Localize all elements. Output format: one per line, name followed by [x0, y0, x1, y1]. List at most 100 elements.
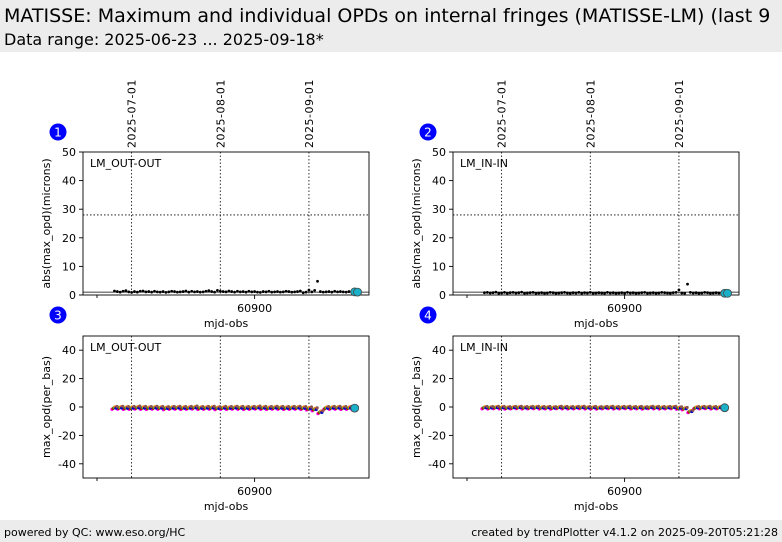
data-point — [341, 290, 345, 294]
x-axis-label: mjd-obs — [204, 500, 249, 513]
data-point — [227, 289, 231, 293]
data-point — [132, 404, 136, 409]
data-point — [640, 291, 644, 295]
data-point — [706, 291, 709, 295]
date-marker-label: 2025-07-01 — [126, 79, 139, 148]
latest-data-point — [353, 287, 362, 297]
plot-series-label: LM_IN-IN — [460, 341, 508, 354]
data-point — [639, 404, 644, 409]
data-point — [318, 290, 322, 293]
data-point — [599, 405, 603, 409]
panel-badge-number: 3 — [54, 309, 62, 323]
y-axis-label: abs(max_opd)(microns) — [40, 158, 53, 288]
y-tick-label: 10 — [432, 260, 446, 273]
data-point — [153, 289, 156, 293]
data-point — [603, 291, 606, 295]
data-point — [344, 290, 348, 294]
data-point — [508, 291, 512, 295]
data-point — [313, 289, 317, 292]
data-point — [631, 291, 635, 295]
data-point — [666, 291, 669, 295]
y-tick-label: 40 — [62, 175, 76, 188]
data-point — [201, 404, 205, 409]
data-point — [691, 408, 695, 412]
data-point — [588, 404, 592, 409]
data-point — [184, 404, 188, 409]
data-point — [580, 291, 584, 295]
x-axis-label: mjd-obs — [574, 317, 619, 330]
data-point — [121, 404, 125, 408]
y-tick-label: -20 — [428, 429, 446, 442]
data-point — [292, 404, 296, 409]
data-point — [485, 291, 489, 294]
data-point — [324, 290, 328, 294]
data-point — [330, 290, 334, 294]
latest-data-point — [350, 403, 360, 413]
y-tick-label: 20 — [432, 232, 446, 245]
footer-credit: powered by QC: www.eso.org/HC — [4, 526, 186, 539]
data-point — [514, 291, 518, 295]
plot-frame — [82, 151, 370, 296]
data-point — [663, 291, 667, 295]
data-point — [688, 291, 692, 294]
data-point — [525, 404, 529, 409]
data-point — [517, 291, 521, 295]
data-point — [634, 404, 638, 409]
data-point — [674, 404, 678, 408]
y-tick-label: 30 — [432, 203, 446, 216]
data-point — [338, 404, 342, 408]
data-point — [536, 404, 541, 408]
data-point — [184, 289, 188, 293]
data-point — [144, 290, 148, 294]
data-point — [500, 291, 504, 295]
data-point — [190, 289, 194, 293]
y-tick-label: 50 — [432, 146, 446, 159]
data-point — [298, 404, 302, 408]
data-point — [588, 291, 592, 294]
data-point — [711, 291, 715, 295]
y-tick-label: 0 — [439, 289, 446, 302]
data-point — [173, 290, 176, 293]
data-point — [502, 404, 506, 409]
data-point — [316, 279, 319, 283]
data-point — [494, 290, 498, 294]
data-point — [121, 289, 125, 293]
data-point — [181, 290, 185, 293]
footer-bar: powered by QC: www.eso.org/HC created by… — [0, 520, 782, 542]
x-tick-label: 60900 — [237, 302, 272, 315]
data-point — [617, 291, 621, 295]
data-point — [230, 290, 234, 293]
data-point — [244, 290, 248, 294]
data-point — [196, 290, 199, 293]
data-point — [150, 290, 154, 294]
data-point — [155, 290, 159, 294]
data-range-subtitle: Data range: 2025-06-23 ... 2025-09-18* — [4, 30, 324, 49]
data-point — [709, 291, 712, 295]
data-point — [679, 405, 684, 409]
data-point — [261, 290, 265, 293]
data-point — [267, 289, 271, 293]
data-point — [714, 291, 718, 295]
data-point — [124, 289, 128, 293]
data-point — [697, 404, 701, 409]
data-point — [138, 404, 142, 408]
data-point — [503, 291, 506, 294]
y-tick-label: 40 — [432, 344, 446, 357]
data-point — [161, 404, 165, 409]
panel-badge-circle — [419, 306, 437, 324]
data-point — [224, 404, 228, 409]
data-point — [258, 404, 262, 408]
y-axis-label: max_opd(per_bas) — [410, 356, 423, 458]
data-point — [238, 290, 242, 294]
data-point — [270, 290, 274, 294]
date-marker-label: 2025-08-01 — [584, 79, 597, 148]
data-point — [218, 405, 222, 409]
data-point — [637, 291, 641, 295]
page-title: MATISSE: Maximum and individual OPDs on … — [4, 5, 771, 27]
data-point — [235, 404, 239, 408]
data-point — [594, 404, 598, 409]
data-point — [278, 290, 282, 294]
data-point — [576, 404, 581, 409]
data-point — [571, 404, 575, 409]
data-point — [591, 291, 595, 295]
